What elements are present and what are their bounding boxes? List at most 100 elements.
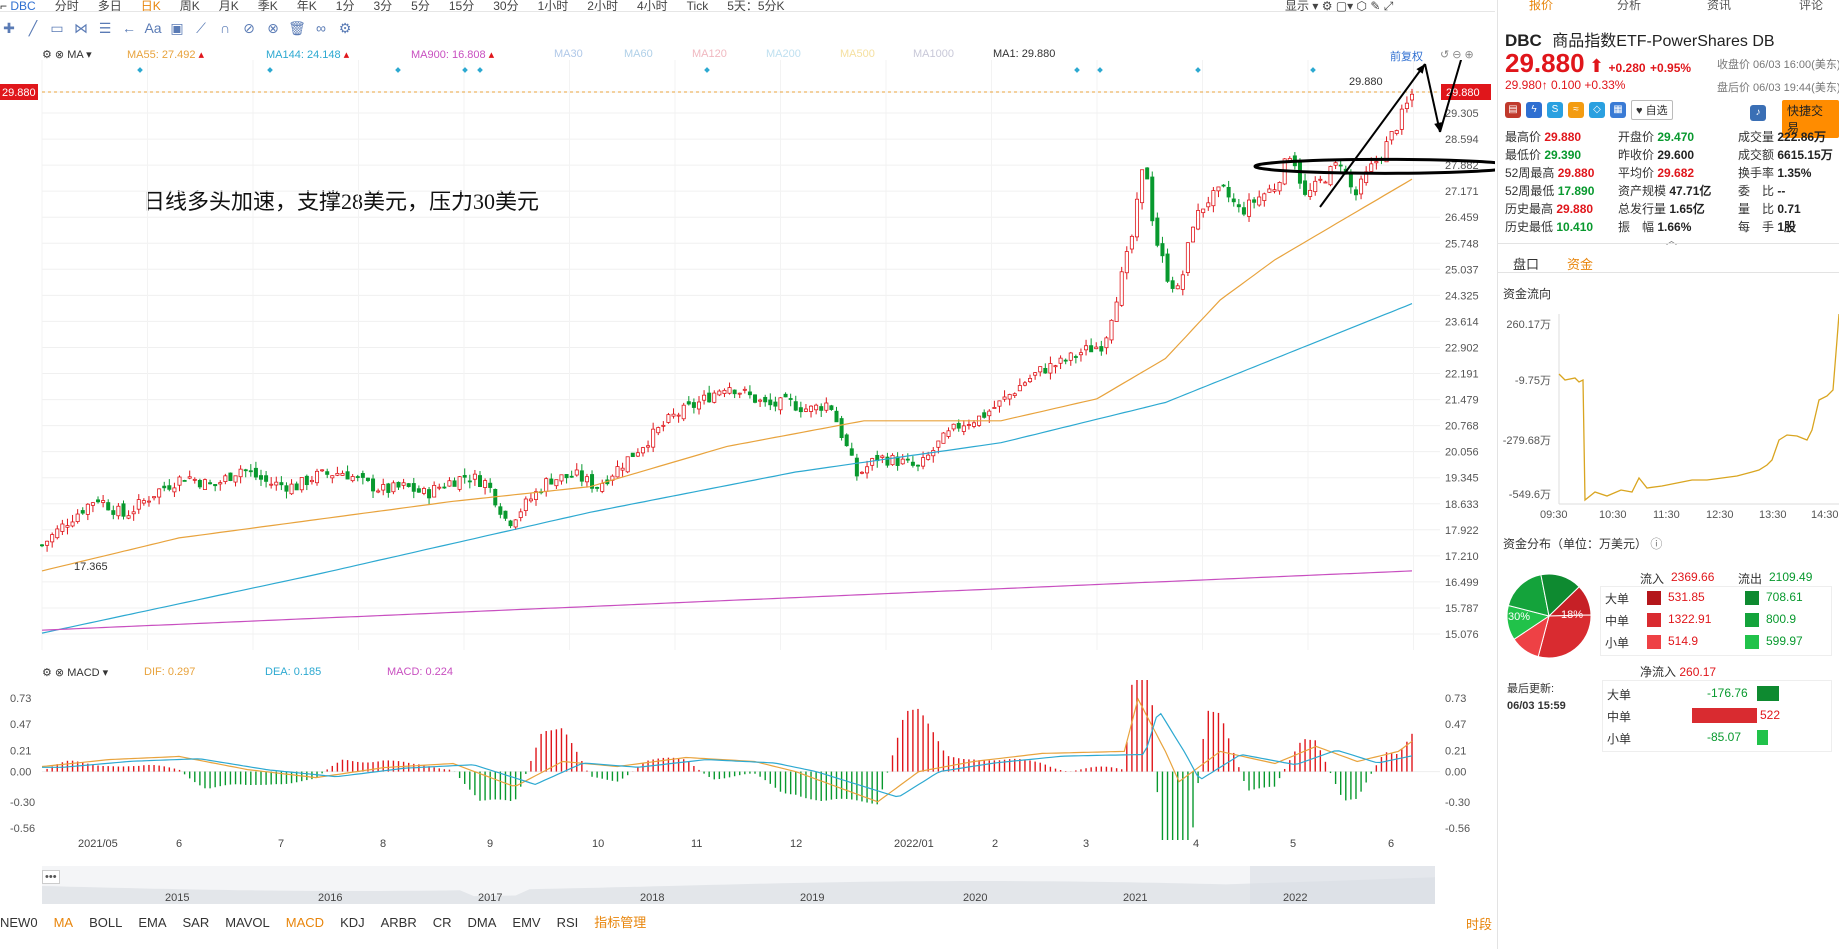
tab-order-book[interactable]: 盘口 [1513, 257, 1540, 272]
add-watchlist-button[interactable]: ♥ 自选 [1631, 100, 1673, 120]
indicator-tab[interactable]: EMA [138, 915, 167, 930]
candle-up [90, 502, 95, 506]
up-arrow-icon: ⬆ [1588, 56, 1605, 76]
indicator-tab[interactable]: RSI [556, 915, 579, 930]
indicator-tab[interactable]: EMV [512, 915, 541, 930]
chart-controls[interactable]: ↺ ⊖ ⊕ [1440, 49, 1474, 61]
range-navigator[interactable]: 2015 2016 2017 2018 2019 2020 2021 2022 [42, 866, 1435, 904]
ma-legend-item[interactable]: MA30 [554, 48, 583, 60]
ma-legend-item[interactable]: MA200 [766, 48, 801, 60]
net-table-frame [1602, 680, 1832, 752]
period-tab[interactable]: 多日 [97, 0, 122, 12]
session-button[interactable]: 时段 [1466, 917, 1493, 932]
indicator-tab[interactable]: NEW0 [0, 915, 38, 930]
time-axis-label: 8 [380, 838, 387, 850]
period-tab[interactable]: 3分 [373, 0, 393, 12]
indicator-tab[interactable]: CR [432, 915, 452, 930]
drawing-toolbar: ✚ ╱ ▭ ⋈ ☰ ← Aa ▣ ⟋ ∩ ⊘ ⊗ 🗑 ∞ ⚙ [0, 17, 480, 39]
period-tab[interactable]: 4小时 [636, 0, 668, 12]
macd-chart[interactable]: 0.73 0.73 0.47 0.47 0.21 0.21 0.00 0.00 -0.30 -0.… [0, 680, 1495, 840]
calendar-icon[interactable]: ▦ [1610, 102, 1626, 118]
main-legend-controls[interactable]: ⚙ ⊗ MA ▾ [42, 49, 92, 61]
quote-tab[interactable]: 评论 [1799, 0, 1824, 12]
candle-up [997, 400, 1002, 407]
ma-legend-item[interactable]: MA500 [840, 48, 875, 60]
settings-icon[interactable]: ⚙ [338, 19, 352, 36]
period-tab[interactable]: Tick [686, 0, 709, 12]
candle-up [187, 476, 192, 479]
wave-icon[interactable]: ≈ [1568, 102, 1584, 118]
ma-legend-item[interactable]: MA144: 24.148 ▴ [266, 49, 350, 61]
dist-outflow: 708.61 [1766, 590, 1803, 604]
ruler-icon[interactable]: ⟋ [196, 19, 206, 36]
indicator-tab[interactable]: 指标管理 [594, 915, 647, 930]
period-tab[interactable]: 年K [296, 0, 317, 12]
ma-legend-item[interactable]: MA55: 27.492 ▴ [127, 49, 205, 61]
rect-tool-icon[interactable]: ▭ [50, 19, 64, 36]
period-tab[interactable]: 月K [218, 0, 239, 12]
adjust-button[interactable]: 前复权 [1390, 51, 1423, 63]
tag-icon[interactable]: ◇ [1589, 102, 1605, 118]
period-tab[interactable]: 季K [257, 0, 278, 12]
period-tab[interactable]: 1分 [335, 0, 355, 12]
symbol-label[interactable]: DBC [10, 0, 36, 12]
magnet-icon[interactable]: ∩ [219, 20, 231, 36]
ma-legend-item[interactable]: MA60 [624, 48, 653, 60]
period-tab[interactable]: 1小时 [537, 0, 569, 12]
trash-icon[interactable]: 🗑 [288, 19, 306, 36]
capital-flow-chart[interactable]: 260.17万 -9.75万 -279.68万 -549.6万 09:30 10:30 11… [1497, 300, 1839, 525]
chart-annotation: 日线多头加速，支撑28美元，压力30美元 [143, 189, 540, 214]
link-icon[interactable]: ∞ [316, 20, 326, 36]
period-tab[interactable]: 30分 [493, 0, 519, 12]
collapse-icon[interactable]: ︿ [1666, 235, 1677, 247]
indicator-tab[interactable]: KDJ [340, 915, 365, 930]
quote-tab[interactable]: 报价 [1529, 0, 1554, 12]
period-tab[interactable]: 5分 [411, 0, 430, 12]
text-tool-icon[interactable]: Aa [144, 20, 162, 36]
candle-up [1323, 181, 1328, 184]
ma-legend-item[interactable]: MA120 [692, 48, 727, 60]
candlestick-chart[interactable]: 29.880 29.305 28.594 27.882 27.171 26.459 25.7… [0, 60, 1495, 660]
indicator-tab[interactable]: SAR [182, 915, 210, 930]
quick-trade-button[interactable]: 快捷交易 [1782, 100, 1839, 138]
display-menu[interactable]: 显示 ▾ ⚙ ▢▾ ⬡ ✎ ⤢ [1285, 0, 1394, 13]
indicator-tab[interactable]: BOLL [89, 915, 123, 930]
period-tab[interactable]: 15分 [448, 0, 475, 12]
fork-tool-icon[interactable]: ⋈ [74, 19, 88, 36]
tab-capital[interactable]: 资金 [1567, 257, 1594, 272]
close-time: 收盘价 06/03 16:00(美东) [1717, 59, 1839, 71]
indicator-tab[interactable]: MAVOL [225, 915, 270, 930]
indicator-tab[interactable]: ARBR [380, 915, 417, 930]
s-icon[interactable]: S [1547, 102, 1563, 118]
period-tab[interactable]: 分时 [54, 0, 79, 12]
quote-tab[interactable]: 分析 [1617, 0, 1642, 12]
lightning-icon[interactable]: ϟ [1526, 102, 1542, 118]
crosshair-icon[interactable]: ✚ [3, 19, 15, 36]
us-flag-icon[interactable]: ▤ [1505, 102, 1521, 118]
indicator-tab[interactable]: MA [53, 915, 74, 930]
indicator-tab[interactable]: DMA [467, 915, 497, 930]
macd-legend-controls[interactable]: ⚙ ⊗ MACD ▾ [42, 667, 109, 679]
navigator-more-icon[interactable]: ••• [42, 870, 60, 884]
ma-legend-item[interactable]: MA1000 [913, 48, 954, 60]
period-tab[interactable]: 周K [179, 0, 200, 12]
period-tab[interactable]: 日K [140, 0, 161, 12]
quote-tab[interactable]: 资讯 [1707, 0, 1732, 12]
bell-icon[interactable]: ♪ [1750, 102, 1766, 121]
period-tab[interactable]: 5天：5分K [727, 0, 785, 12]
indicator-tab[interactable]: MACD [285, 915, 325, 930]
period-tab[interactable]: 2小时 [587, 0, 618, 12]
after-hours-time: 盘后价 06/03 19:44(美东) [1717, 82, 1839, 94]
channel-tool-icon[interactable]: ☰ [98, 19, 112, 36]
ma-legend-item[interactable]: MA1: 29.880 [993, 48, 1056, 60]
line-tool-icon[interactable]: ╱ [28, 19, 38, 36]
comment-tool-icon[interactable]: ▣ [170, 19, 184, 36]
ma-legend-item[interactable]: MA900: 16.808 ▴ [411, 49, 495, 61]
candle-up [890, 454, 895, 466]
arrow-tool-icon[interactable]: ← [122, 20, 136, 36]
gear-icon[interactable]: ⚙ [1321, 0, 1333, 13]
lock-icon[interactable]: ⊘ [243, 19, 255, 36]
last-price: 29.880 [1505, 48, 1585, 78]
hide-icon[interactable]: ⊗ [267, 19, 279, 36]
caret-icon: ▴ [195, 49, 205, 61]
